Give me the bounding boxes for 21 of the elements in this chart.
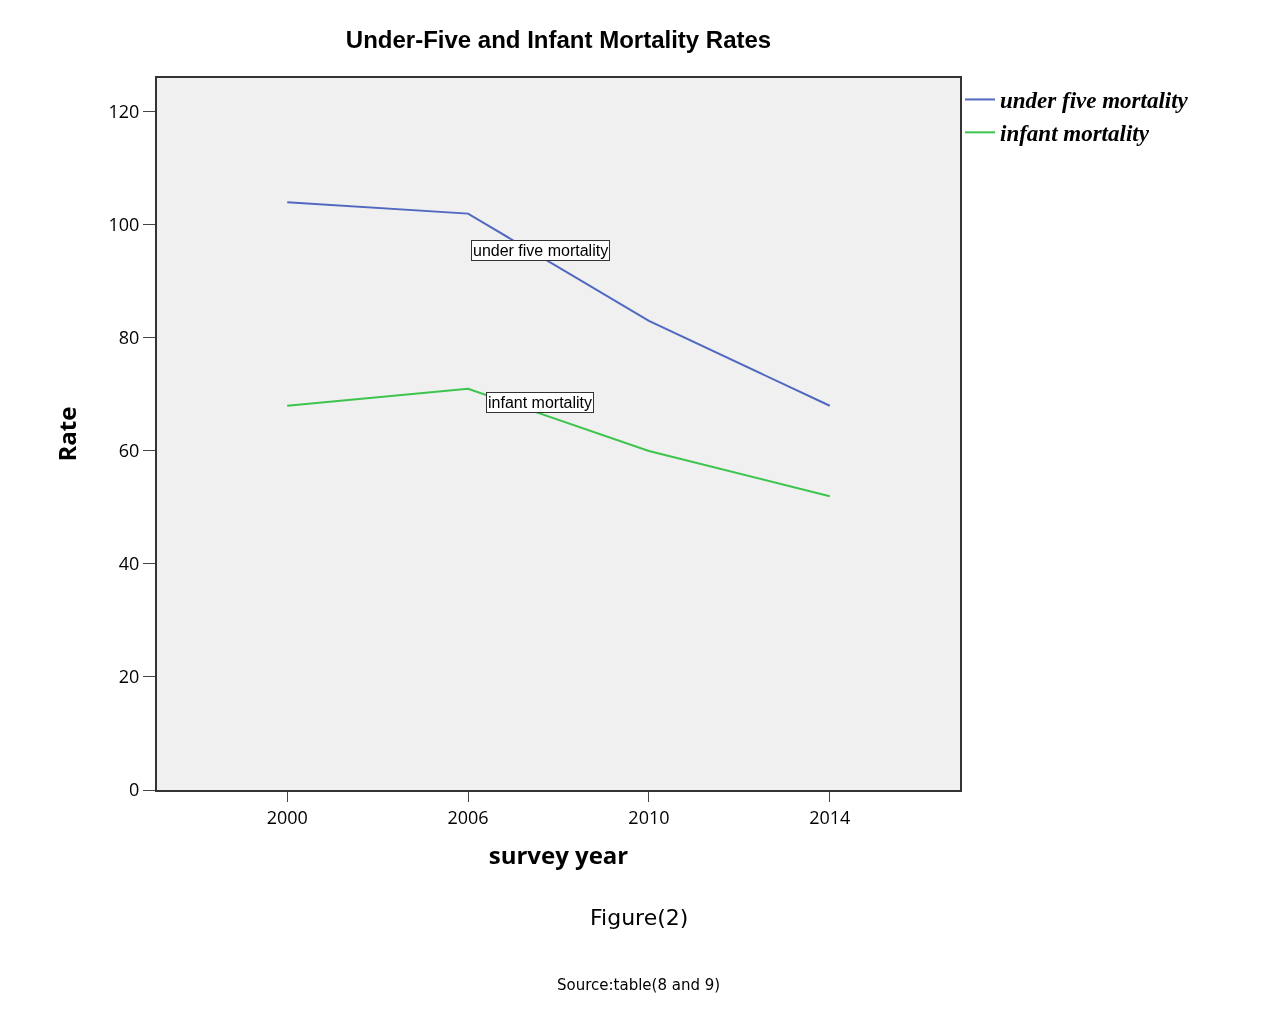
annotation: under five mortality xyxy=(473,242,609,259)
x-tick-label: 2010 xyxy=(628,804,670,829)
y-tick-label: 120 xyxy=(108,99,140,124)
y-tick-label: 0 xyxy=(129,777,140,802)
x-tick-label: 2014 xyxy=(809,804,851,829)
text: Figure(2) xyxy=(590,905,689,930)
y-axis-title: Rate xyxy=(50,406,84,462)
y-tick-label: 60 xyxy=(118,438,140,463)
y-tick-label: 100 xyxy=(108,212,140,237)
line-series xyxy=(286,387,831,498)
x-tick-label: 2006 xyxy=(447,804,489,829)
legend-label: infant mortality xyxy=(1000,121,1150,147)
annotation: infant mortality xyxy=(488,394,593,411)
legend-label: under five mortality xyxy=(1000,88,1189,114)
x-tick-label: 2000 xyxy=(266,804,308,829)
y-tick-label: 40 xyxy=(118,551,140,576)
y-tick-label: 20 xyxy=(118,664,140,689)
x-axis-title: survey year xyxy=(488,838,629,872)
source-note: Source:table(8 and 9) xyxy=(557,976,721,994)
chart-title: Under-Five and Infant Mortality Rates xyxy=(345,25,772,53)
y-tick-label: 80 xyxy=(118,325,140,350)
